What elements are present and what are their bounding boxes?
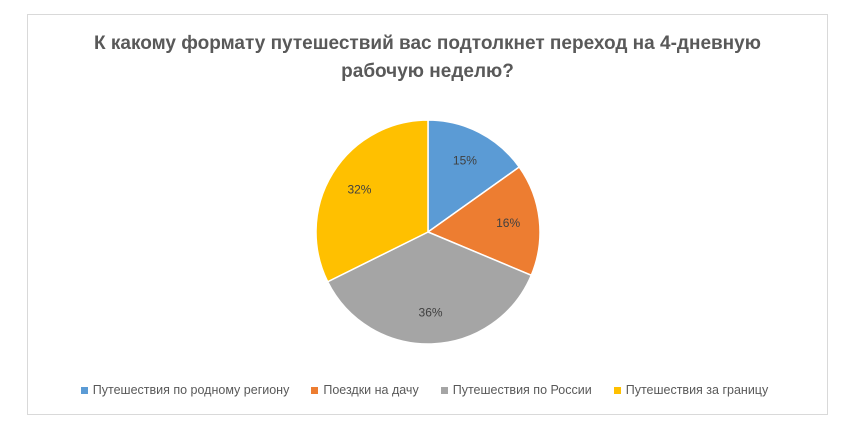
legend-swatch (613, 386, 621, 394)
legend-item: Путешествия по родному региону (80, 383, 290, 397)
chart-frame (27, 14, 828, 415)
pie-slice (427, 119, 521, 234)
pie-slice (315, 119, 429, 283)
legend-swatch (311, 386, 319, 394)
chart-title: К какому формату путешествий вас подтолк… (94, 33, 761, 82)
data-label: 36% (419, 306, 443, 320)
data-label: 15% (453, 153, 477, 167)
legend-label: Путешествия по родному региону (92, 383, 290, 397)
legend-label: Путешествия по России (452, 383, 592, 397)
legend: Путешествия по родному региону Поездки на… (0, 383, 849, 397)
legend-label: Путешествия за границу (625, 383, 769, 397)
legend-item: Поездки на дачу (311, 383, 419, 397)
data-label: 16% (496, 216, 520, 230)
pie-slice (426, 165, 541, 277)
legend-item: Путешествия по России (440, 383, 592, 397)
legend-item: Путешествия за границу (613, 383, 769, 397)
legend-label: Поездки на дачу (323, 383, 419, 397)
legend-swatch (80, 386, 88, 394)
pie-slice (326, 231, 533, 345)
legend-swatch (440, 386, 448, 394)
data-label: 32% (347, 182, 371, 196)
